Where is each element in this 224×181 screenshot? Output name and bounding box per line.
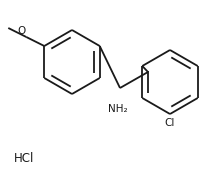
Text: NH₂: NH₂ [108,104,128,114]
Text: O: O [17,26,25,36]
Text: HCl: HCl [14,151,34,165]
Text: Cl: Cl [165,118,175,128]
